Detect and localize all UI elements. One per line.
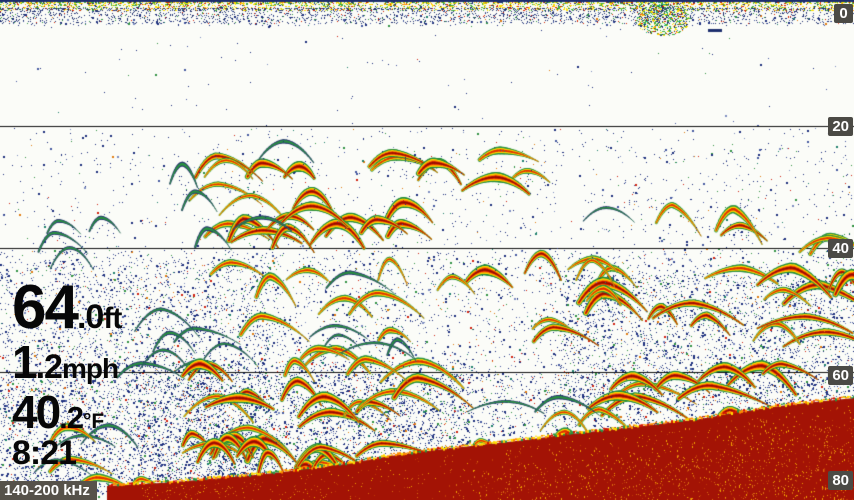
depth-unit: ft — [103, 302, 122, 335]
temperature-readout: 40.2 °F — [12, 389, 104, 435]
depth-marker-0: 0 — [834, 4, 853, 23]
speed-decimal: .2 — [35, 348, 63, 386]
temperature-value: 40 — [12, 386, 61, 438]
time-value: 8:21 — [12, 434, 77, 472]
speed-unit: mph — [61, 353, 119, 384]
depth-marker-80: 80 — [828, 471, 853, 490]
temperature-decimal: .2 — [59, 400, 84, 435]
depth-readout: 64.0 ft — [12, 273, 122, 342]
speed-value: 1 — [12, 336, 38, 388]
depth-marker-60: 60 — [828, 366, 853, 385]
depth-marker-20: 20 — [828, 117, 853, 136]
depth-marker-40: 40 — [828, 239, 853, 258]
time-readout: 8:21 — [12, 434, 77, 472]
depth-value: 64 — [12, 273, 79, 342]
frequency-badge: 140-200 kHz — [0, 481, 97, 500]
speed-readout: 1.2 mph — [12, 336, 119, 388]
temperature-unit: °F — [83, 410, 105, 433]
depth-decimal: .0 — [76, 298, 104, 336]
